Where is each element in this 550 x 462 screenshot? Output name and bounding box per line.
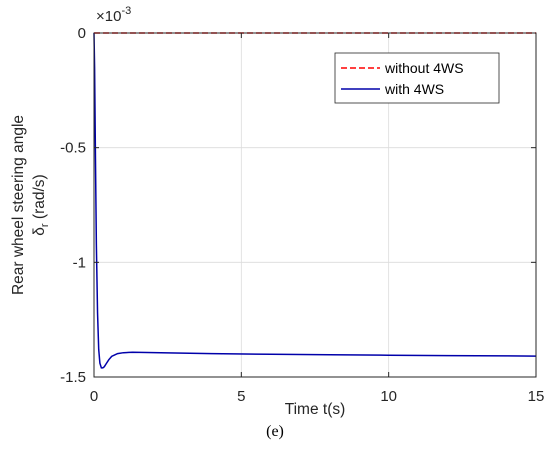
y-axis-label: Rear wheel steering angle δr (rad/s) <box>10 115 51 295</box>
plot-frame <box>93 32 537 378</box>
legend-label-0: without 4WS <box>384 60 464 76</box>
legend: without 4WS with 4WS <box>334 52 500 104</box>
figure-caption: (e) <box>266 423 284 440</box>
x-tick-label-2: 10 <box>380 388 397 405</box>
y-axis-label-line2: δr (rad/s) <box>31 174 51 235</box>
y-tick-label-0: 0 <box>78 25 86 42</box>
x-tick-label-1: 5 <box>237 388 245 405</box>
exponent-label: ×10-3 <box>96 5 131 25</box>
line-chart: 0 5 10 15 0 -0.5 -1 -1.5 ×10-3 Rear wheel steer… <box>10 5 544 418</box>
legend-label-1: with 4WS <box>384 81 444 97</box>
y-tick-label-1: -0.5 <box>60 140 86 157</box>
legend-box <box>334 52 500 104</box>
x-axis-label: Time t(s) <box>285 401 346 418</box>
y-tick-label-3: -1.5 <box>60 369 86 386</box>
axis-ticks: 0 5 10 15 0 -0.5 -1 -1.5 <box>60 25 544 405</box>
x-tick-label-3: 15 <box>528 388 545 405</box>
y-tick-label-2: -1 <box>73 254 86 271</box>
y-axis-label-line1: Rear wheel steering angle <box>10 115 27 295</box>
series-line-with-4ws <box>93 32 537 369</box>
x-tick-label-0: 0 <box>90 388 98 405</box>
